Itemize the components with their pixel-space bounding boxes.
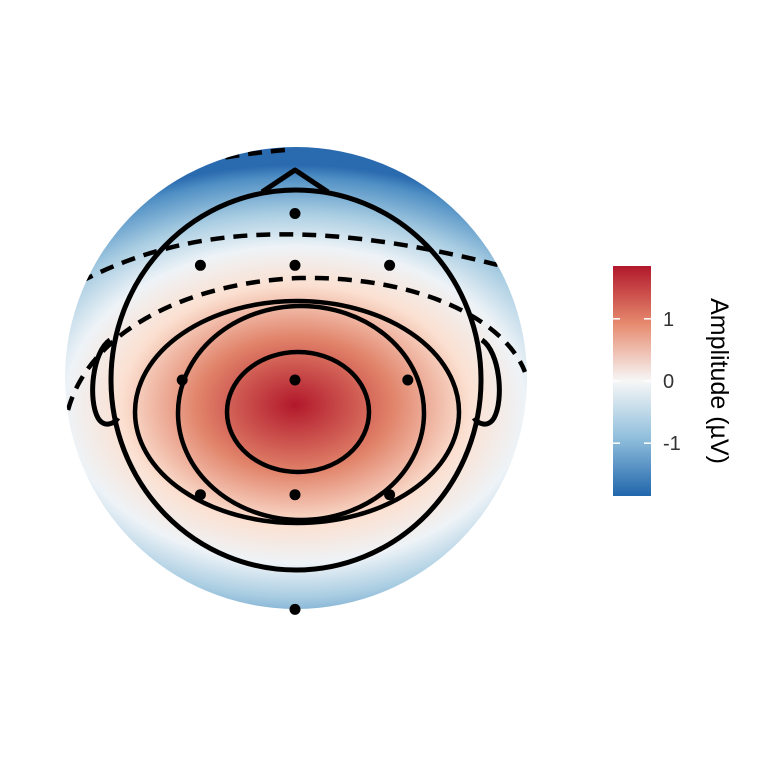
left-ear-icon xyxy=(90,337,121,427)
contour-middle xyxy=(175,303,427,523)
electrode-dot-6 xyxy=(289,374,301,386)
legend: 1 0 -1 Amplitude (µV) xyxy=(613,266,733,496)
contour-outer xyxy=(132,298,462,526)
electrode-markers xyxy=(176,208,414,615)
contour-dashed-lower xyxy=(65,275,527,411)
head-outline xyxy=(90,167,502,573)
right-ear-icon xyxy=(471,337,502,427)
electrode-dot-7 xyxy=(402,374,414,386)
legend-tick-label-1: 1 xyxy=(663,309,674,331)
contour-inner xyxy=(224,349,372,475)
legend-title: Amplitude (µV) xyxy=(705,298,733,464)
electrode-dot-8 xyxy=(194,489,206,501)
legend-tick-label-3: -1 xyxy=(663,433,681,455)
electrode-dot-10 xyxy=(384,489,396,501)
electrode-dot-9 xyxy=(289,489,301,501)
electrode-dot-3 xyxy=(289,259,301,271)
legend-tick-label-2: 0 xyxy=(663,371,674,393)
contour-lines xyxy=(65,147,527,526)
electrode-dot-11 xyxy=(289,603,301,615)
contour-dashed-upper xyxy=(78,232,499,284)
nose-icon xyxy=(260,167,330,195)
electrode-dot-4 xyxy=(384,259,396,271)
electrode-dot-2 xyxy=(194,259,206,271)
legend-ticks: 1 0 -1 xyxy=(613,309,681,455)
electrode-dot-1 xyxy=(289,208,301,219)
electrode-dot-5 xyxy=(176,374,188,386)
head-circle xyxy=(108,187,484,573)
